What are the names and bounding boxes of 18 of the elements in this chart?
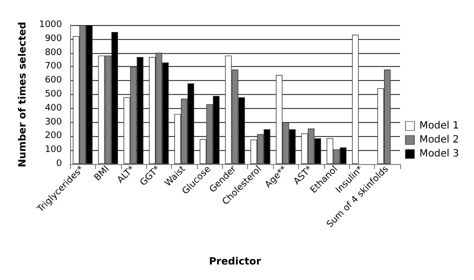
y-tick-label: 700 <box>44 62 62 72</box>
bar <box>352 34 359 164</box>
legend-label: Model 3 <box>419 148 460 160</box>
y-tick-label: 1000 <box>39 20 62 30</box>
y-tick-label: 600 <box>44 76 62 86</box>
y-tick-label: 400 <box>44 103 62 114</box>
x-tick-label: BMI <box>92 164 112 184</box>
y-axis-title: Number of times selected <box>18 22 29 168</box>
y-tick-label: 300 <box>44 117 62 128</box>
legend-label: Model 2 <box>419 134 460 146</box>
y-tick-label: 500 <box>44 90 62 100</box>
y-tick-label: 800 <box>44 48 62 58</box>
x-axis-title: Predictor <box>208 256 262 268</box>
legend-label: Model 1 <box>419 120 460 132</box>
y-tick-label: 0 <box>56 159 62 169</box>
y-tick-label: 200 <box>44 131 62 142</box>
y-tick-label: 100 <box>44 145 62 156</box>
y-tick-label: 900 <box>44 34 62 44</box>
